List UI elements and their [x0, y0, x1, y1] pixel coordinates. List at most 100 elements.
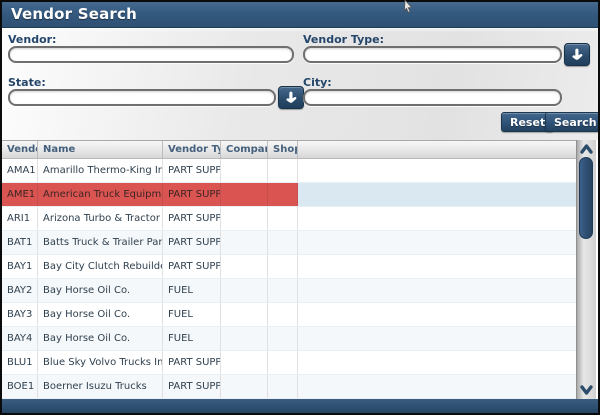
cell-vendor: BAY2: [2, 279, 38, 302]
bottom-bar: [2, 399, 598, 413]
cell-name: Blue Sky Volvo Trucks Inc.: [38, 351, 163, 374]
cell-vendor-type: PART SUPPLY: [163, 351, 221, 374]
cell-vendor: AMA1: [2, 159, 38, 182]
cell-shop: [268, 279, 298, 302]
scrollbar-thumb[interactable]: [579, 157, 593, 239]
cell-name: Bay Horse Oil Co.: [38, 279, 163, 302]
table-row[interactable]: BLU1 Blue Sky Volvo Trucks Inc. PART SUP…: [2, 351, 576, 375]
column-header-name[interactable]: Name: [38, 141, 163, 158]
cell-filler: [298, 183, 576, 206]
vendor-type-input[interactable]: [303, 46, 562, 63]
cell-company: [221, 327, 268, 350]
cell-vendor-type: PART SUPPLY: [163, 375, 221, 398]
cell-name: Bay Horse Oil Co.: [38, 303, 163, 326]
cell-company: [221, 183, 268, 206]
cell-vendor-type: FUEL: [163, 303, 221, 326]
cell-company: [221, 375, 268, 398]
vendor-input[interactable]: [8, 46, 294, 63]
title-bar: Vendor Search: [2, 2, 598, 28]
state-input[interactable]: [8, 89, 276, 106]
cell-vendor: BAT1: [2, 231, 38, 254]
cell-company: [221, 279, 268, 302]
cell-vendor-type: FUEL: [163, 327, 221, 350]
cell-filler: [298, 351, 576, 374]
cell-name: Amarillo Thermo-King Inc.: [38, 159, 163, 182]
cell-name: Bay City Clutch Rebuilders Inc.: [38, 255, 163, 278]
cell-filler: [298, 207, 576, 230]
cell-vendor-type: PART SUPPLY: [163, 183, 221, 206]
table-row[interactable]: BAY2 Bay Horse Oil Co. FUEL: [2, 279, 576, 303]
cell-company: [221, 303, 268, 326]
cell-company: [221, 159, 268, 182]
cell-name: Bay Horse Oil Co.: [38, 327, 163, 350]
cell-vendor: BAY4: [2, 327, 38, 350]
cell-shop: [268, 303, 298, 326]
cell-filler: [298, 255, 576, 278]
hand-pointer-icon: [571, 48, 582, 60]
vendor-label: Vendor:: [8, 33, 57, 46]
cell-company: [221, 207, 268, 230]
table-body: AMA1 Amarillo Thermo-King Inc. PART SUPP…: [2, 159, 576, 399]
cell-vendor: BAY3: [2, 303, 38, 326]
scroll-up-icon[interactable]: [579, 142, 594, 156]
scroll-down-icon[interactable]: [579, 383, 594, 397]
cell-shop: [268, 351, 298, 374]
vendor-type-label: Vendor Type:: [303, 33, 384, 46]
table-row[interactable]: BAY3 Bay Horse Oil Co. FUEL: [2, 303, 576, 327]
column-header-vendor-type[interactable]: Vendor Type: [163, 141, 221, 158]
cell-shop: [268, 375, 298, 398]
cell-vendor: BAY1: [2, 255, 38, 278]
cell-filler: [298, 279, 576, 302]
table-row[interactable]: AME1 American Truck Equipment PART SUPPL…: [2, 183, 576, 207]
cell-name: Batts Truck & Trailer Parts: [38, 231, 163, 254]
vendor-type-picker-button[interactable]: [564, 43, 590, 66]
cell-filler: [298, 327, 576, 350]
cell-filler: [298, 303, 576, 326]
search-form-panel: Vendor: Vendor Type: State: City: Reset …: [2, 27, 600, 140]
table-row[interactable]: BOE1 Boerner Isuzu Trucks PART SUPPLY: [2, 375, 576, 399]
cell-filler: [298, 375, 576, 398]
column-header-shop[interactable]: Shop: [268, 141, 298, 158]
cell-name: Arizona Turbo & Tractor Supply Inc.: [38, 207, 163, 230]
column-header-company[interactable]: Company: [221, 141, 268, 158]
cell-shop: [268, 183, 298, 206]
cell-vendor-type: PART SUPPLY: [163, 159, 221, 182]
table-header: Vendor Name Vendor Type Company Shop: [2, 140, 576, 159]
table-row[interactable]: BAY4 Bay Horse Oil Co. FUEL: [2, 327, 576, 351]
cell-vendor: ARI1: [2, 207, 38, 230]
cell-vendor-type: PART SUPPLY: [163, 255, 221, 278]
cell-shop: [268, 327, 298, 350]
city-input[interactable]: [303, 89, 562, 106]
cell-shop: [268, 207, 298, 230]
window-title: Vendor Search: [11, 5, 137, 23]
cell-company: [221, 255, 268, 278]
table-row[interactable]: ARI1 Arizona Turbo & Tractor Supply Inc.…: [2, 207, 576, 231]
table-row[interactable]: BAT1 Batts Truck & Trailer Parts PART SU…: [2, 231, 576, 255]
cell-name: Boerner Isuzu Trucks: [38, 375, 163, 398]
column-header-vendor[interactable]: Vendor: [2, 141, 38, 158]
reset-button[interactable]: Reset: [501, 112, 555, 132]
cell-shop: [268, 159, 298, 182]
cell-shop: [268, 231, 298, 254]
cell-filler: [298, 231, 576, 254]
table-row[interactable]: AMA1 Amarillo Thermo-King Inc. PART SUPP…: [2, 159, 576, 183]
cell-vendor: AME1: [2, 183, 38, 206]
state-picker-button[interactable]: [278, 86, 304, 109]
cell-company: [221, 351, 268, 374]
city-label: City:: [303, 76, 332, 89]
cell-name: American Truck Equipment: [38, 183, 163, 206]
cell-vendor-type: PART SUPPLY: [163, 207, 221, 230]
cell-vendor: BLU1: [2, 351, 38, 374]
cell-vendor-type: PART SUPPLY: [163, 231, 221, 254]
cell-filler: [298, 159, 576, 182]
vertical-scrollbar[interactable]: [576, 140, 596, 399]
state-label: State:: [8, 76, 46, 89]
hand-pointer-icon: [285, 91, 296, 103]
cell-shop: [268, 255, 298, 278]
search-button[interactable]: Search: [545, 112, 600, 132]
cell-vendor-type: FUEL: [163, 279, 221, 302]
cell-company: [221, 231, 268, 254]
cell-vendor: BOE1: [2, 375, 38, 398]
table-row[interactable]: BAY1 Bay City Clutch Rebuilders Inc. PAR…: [2, 255, 576, 279]
